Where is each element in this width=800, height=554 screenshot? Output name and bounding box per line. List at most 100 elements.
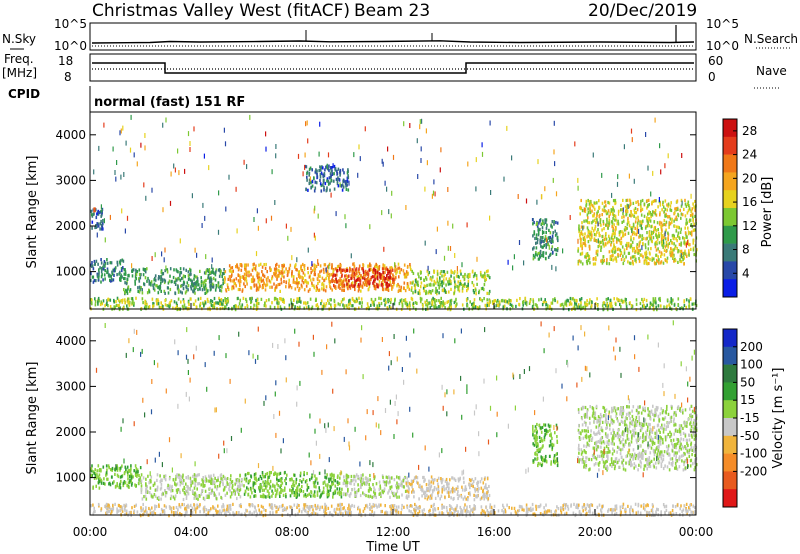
power-cell: [656, 242, 658, 246]
power-cell: [98, 145, 100, 151]
power-cell: [406, 272, 409, 276]
power-cell: [624, 205, 627, 209]
velocity-cell: [480, 477, 483, 481]
power-cell: [484, 303, 487, 307]
power-cell: [613, 244, 615, 249]
velocity-cell: [385, 475, 388, 479]
power-cell: [339, 173, 341, 177]
velocity-cell: [259, 494, 262, 498]
power-cell: [298, 274, 300, 278]
power-cell: [458, 289, 461, 293]
power-cell: [298, 270, 300, 274]
velocity-cell: [262, 493, 265, 497]
velocity-cell: [216, 485, 219, 489]
power-cell: [387, 146, 389, 152]
power-cell: [544, 298, 546, 302]
velocity-cell: [289, 478, 291, 482]
velocity-cell: [278, 472, 280, 476]
power-cell: [632, 255, 635, 259]
velocity-cell: [313, 490, 316, 494]
power-cell: [362, 263, 364, 267]
power-cell: [327, 298, 329, 302]
power-cell: [152, 305, 154, 309]
power-cell: [544, 235, 547, 239]
power-cell: [111, 270, 113, 274]
power-cell: [652, 231, 654, 235]
velocity-cell: [238, 484, 241, 488]
power-cell: [383, 275, 385, 279]
power-cell: [450, 305, 452, 309]
power-cell: [233, 278, 235, 282]
power-cell: [174, 306, 177, 310]
power-cell: [345, 180, 347, 186]
power-cell: [486, 298, 488, 302]
power-cell: [365, 283, 368, 287]
power-cell: [584, 239, 586, 243]
power-cell: [283, 279, 285, 284]
power-cell: [162, 207, 164, 213]
power-cell: [249, 114, 251, 120]
velocity-cell: [176, 490, 178, 494]
power-cell: [591, 226, 594, 230]
power-cell: [448, 290, 450, 294]
power-cell: [658, 197, 660, 202]
power-cell: [597, 245, 600, 249]
power-cell: [475, 186, 477, 192]
power-cell: [290, 286, 293, 290]
power-cell: [545, 245, 547, 249]
power-cell: [626, 222, 629, 226]
power-cell: [369, 268, 371, 272]
power-cell: [589, 210, 592, 215]
power-cell: [283, 275, 285, 279]
power-cell: [275, 144, 277, 149]
power-cell: [479, 270, 482, 275]
power-cell: [148, 290, 151, 294]
power-cell: [664, 245, 667, 249]
velocity-cell: [536, 437, 538, 441]
power-cell: [653, 299, 656, 303]
power-cell: [614, 214, 617, 218]
power-cell: [398, 266, 401, 270]
velocity-cell: [461, 485, 463, 489]
power-cell: [194, 285, 196, 289]
power-cell: [164, 299, 166, 303]
power-cell: [609, 298, 612, 302]
power-cell: [606, 303, 608, 307]
power-cell: [294, 305, 296, 309]
velocity-cell: [469, 493, 471, 497]
power-cell: [189, 141, 191, 146]
power-cell: [669, 300, 672, 304]
velocity-cell: [449, 490, 452, 494]
power-cell: [650, 302, 653, 307]
power-cell: [183, 306, 185, 310]
power-cell: [120, 278, 122, 282]
power-cell: [509, 302, 512, 306]
velocity-cell: [424, 492, 426, 496]
power-cell: [380, 273, 382, 277]
power-cell: [688, 304, 690, 308]
power-cell: [544, 186, 546, 192]
power-cell: [377, 270, 379, 274]
power-cell: [349, 298, 351, 302]
velocity-cell: [160, 486, 163, 490]
velocity-heatmap: [90, 320, 698, 518]
power-cell: [218, 285, 220, 289]
power-cell: [631, 240, 634, 244]
power-cell: [482, 274, 484, 278]
power-cell: [342, 185, 345, 189]
power-cell: [545, 230, 547, 235]
power-cell: [556, 235, 559, 239]
y-tick-label: 2000: [55, 219, 86, 233]
power-cell: [374, 273, 376, 277]
velocity-cell: [338, 490, 341, 494]
velocity-cell: [284, 486, 286, 490]
power-cell: [202, 281, 204, 285]
power-cell: [141, 291, 144, 295]
power-cell: [175, 301, 178, 305]
velocity-cell: [204, 489, 207, 493]
power-cell: [328, 176, 331, 180]
power-cell: [649, 301, 652, 305]
power-cell: [314, 235, 316, 241]
velocity-cell: [93, 471, 95, 475]
power-cell: [541, 303, 544, 307]
